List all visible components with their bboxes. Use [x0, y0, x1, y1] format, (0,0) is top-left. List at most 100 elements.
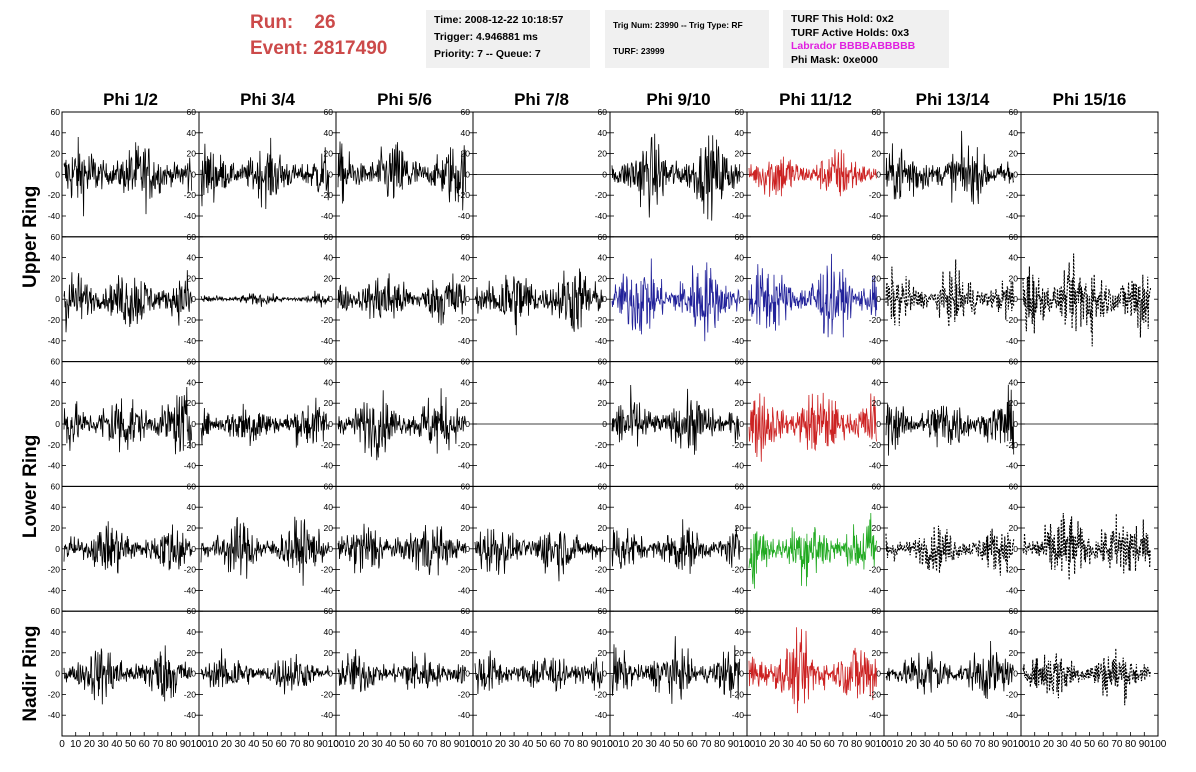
- waveform-trace: [474, 528, 604, 582]
- waveform-trace: [200, 516, 330, 586]
- run-event-box: Run: 26 Event: 2817490: [250, 10, 420, 68]
- y-tick-label: -20: [595, 565, 608, 575]
- y-tick-label: 20: [461, 398, 471, 408]
- x-tick-label: 90: [180, 739, 192, 750]
- x-tick-label: 80: [303, 739, 315, 750]
- y-tick-label: 40: [735, 502, 745, 512]
- y-tick-label: 0: [55, 544, 60, 554]
- y-tick-label: -40: [732, 211, 745, 221]
- x-tick-label: 100: [191, 739, 208, 750]
- x-tick-label: 60: [413, 739, 425, 750]
- y-tick-label: -40: [1006, 585, 1019, 595]
- y-tick-label: -20: [1006, 315, 1019, 325]
- y-tick-label: -20: [595, 315, 608, 325]
- x-tick-label: 30: [372, 739, 384, 750]
- y-tick-label: 40: [324, 253, 334, 263]
- trig-info-box: Trig Num: 23990 -- Trig Type: RF TURF: 2…: [605, 10, 769, 68]
- column-title-6: Phi 11/12: [779, 90, 852, 109]
- waveform-trace: [337, 388, 467, 461]
- x-tick-label: 50: [125, 739, 137, 750]
- y-tick-label: 60: [872, 232, 882, 242]
- x-tick-label: 90: [454, 739, 466, 750]
- x-tick-label: 100: [1150, 739, 1167, 750]
- y-tick-label: -40: [732, 336, 745, 346]
- x-tick-label: 40: [796, 739, 808, 750]
- ring-label-1: Upper Ring: [20, 186, 41, 288]
- y-tick-label: 60: [1009, 606, 1019, 616]
- y-tick-label: 20: [324, 523, 334, 533]
- y-tick-label: 20: [324, 398, 334, 408]
- y-tick-label: 40: [461, 377, 471, 387]
- y-tick-label: -20: [732, 315, 745, 325]
- x-tick-label: 60: [276, 739, 288, 750]
- y-tick-label: 0: [191, 544, 196, 554]
- y-tick-label: -20: [321, 565, 334, 575]
- y-tick-label: 60: [1009, 107, 1019, 117]
- x-tick-label: 40: [522, 739, 534, 750]
- x-tick-label: 30: [646, 739, 658, 750]
- y-tick-label: -20: [732, 190, 745, 200]
- y-tick-label: -20: [184, 565, 197, 575]
- y-tick-label: -40: [321, 336, 334, 346]
- y-tick-label: 60: [51, 232, 61, 242]
- y-tick-label: 20: [1009, 523, 1019, 533]
- x-tick-label: 30: [98, 739, 110, 750]
- x-tick-label: 10: [618, 739, 630, 750]
- y-tick-label: 40: [872, 627, 882, 637]
- y-tick-label: 40: [461, 253, 471, 263]
- y-tick-label: 40: [735, 128, 745, 138]
- y-tick-label: -40: [1006, 336, 1019, 346]
- waveform-trace: [200, 397, 330, 448]
- y-tick-label: 20: [1009, 648, 1019, 658]
- y-tick-label: 0: [602, 169, 607, 179]
- y-tick-label: -40: [595, 211, 608, 221]
- y-tick-label: 0: [191, 419, 196, 429]
- waveform-trace: [611, 519, 741, 574]
- phi-mask-line: Phi Mask: 0xe000: [791, 53, 878, 66]
- x-tick-label: 70: [700, 739, 712, 750]
- x-tick-label: 100: [1013, 739, 1030, 750]
- y-tick-label: 0: [328, 669, 333, 679]
- waveform-trace: [474, 650, 604, 695]
- y-tick-label: -20: [869, 190, 882, 200]
- x-tick-label: 80: [1125, 739, 1137, 750]
- y-tick-label: 60: [598, 107, 608, 117]
- waveform-trace: [885, 130, 1015, 205]
- x-tick-label: 20: [1043, 739, 1055, 750]
- x-tick-label: 0: [744, 739, 750, 750]
- y-tick-label: -20: [595, 190, 608, 200]
- y-tick-label: 0: [876, 669, 881, 679]
- y-tick-label: 40: [872, 253, 882, 263]
- y-tick-label: 0: [876, 544, 881, 554]
- x-tick-label: 40: [659, 739, 671, 750]
- y-tick-label: 20: [735, 523, 745, 533]
- x-tick-label: 50: [810, 739, 822, 750]
- x-tick-label: 0: [470, 739, 476, 750]
- y-tick-label: -40: [184, 211, 197, 221]
- y-tick-label: 60: [598, 481, 608, 491]
- waveform-trace: [1022, 253, 1152, 347]
- y-tick-label: -20: [48, 689, 61, 699]
- y-tick-label: -20: [458, 315, 471, 325]
- waveform-trace: [748, 149, 878, 197]
- y-tick-label: -40: [458, 461, 471, 471]
- x-tick-label: 10: [70, 739, 82, 750]
- priority-line: Priority: 7 -- Queue: 7: [434, 48, 541, 60]
- x-tick-label: 90: [1139, 739, 1151, 750]
- y-tick-label: -40: [48, 211, 61, 221]
- y-tick-label: -40: [321, 710, 334, 720]
- x-tick-label: 20: [358, 739, 370, 750]
- y-tick-label: 60: [187, 481, 197, 491]
- y-tick-label: 60: [735, 357, 745, 367]
- y-tick-label: 0: [1013, 419, 1018, 429]
- panel-frame: [472, 610, 611, 737]
- y-tick-label: -20: [321, 689, 334, 699]
- waveform-trace: [200, 290, 330, 308]
- x-tick-label: 90: [591, 739, 603, 750]
- y-tick-label: 20: [1009, 149, 1019, 159]
- labrador-line: Labrador BBBBABBBBB: [791, 40, 916, 52]
- y-tick-label: -20: [1006, 565, 1019, 575]
- x-tick-label: 50: [399, 739, 411, 750]
- waveform-trace: [63, 645, 193, 705]
